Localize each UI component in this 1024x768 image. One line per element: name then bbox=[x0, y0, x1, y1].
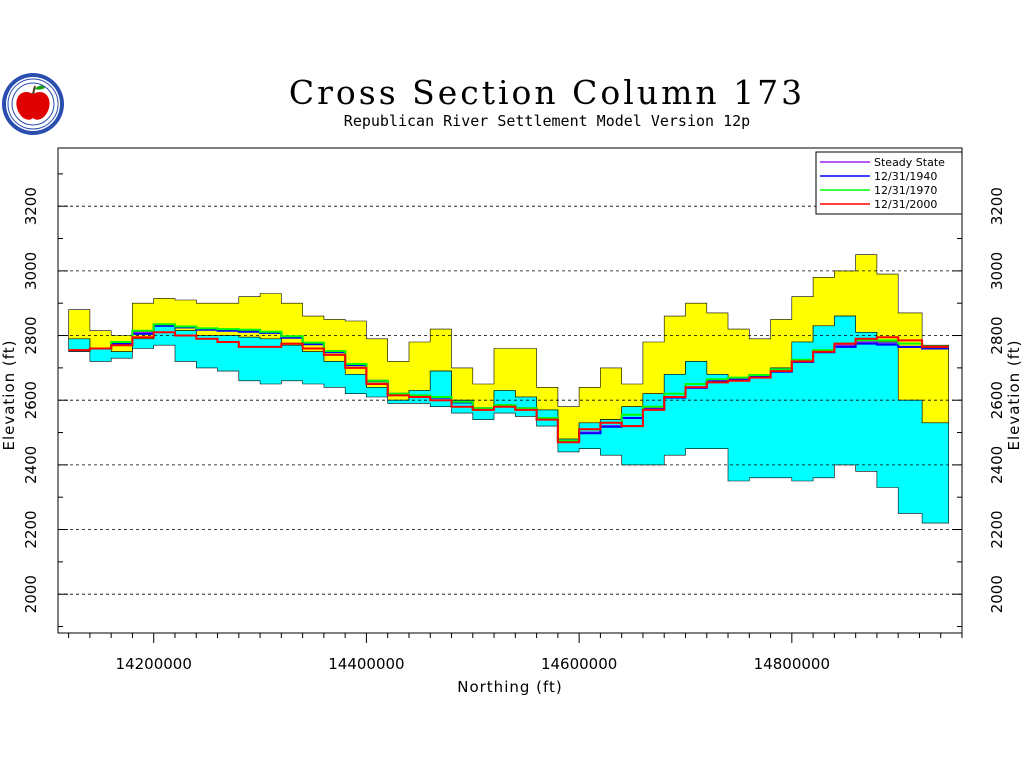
gridlines bbox=[58, 205, 962, 595]
series-lines bbox=[68, 323, 949, 444]
x-tick-label: 14800000 bbox=[754, 655, 830, 673]
y-tick-label-left: 2400 bbox=[22, 446, 40, 484]
y-tick-label-right: 2600 bbox=[988, 381, 1006, 419]
seal-logo-icon bbox=[2, 73, 64, 135]
y-tick-label-right: 2000 bbox=[988, 575, 1006, 613]
y-axis-label-left: Elevation (ft) bbox=[0, 339, 18, 450]
legend-label: 12/31/2000 bbox=[874, 198, 937, 211]
legend-label: Steady State bbox=[874, 156, 945, 169]
x-tick-label: 14600000 bbox=[541, 655, 617, 673]
series-line-2 bbox=[68, 323, 949, 442]
y-tick-label-left: 2600 bbox=[22, 381, 40, 419]
y-tick-label-right: 2200 bbox=[988, 510, 1006, 548]
y-tick-label-right: 2800 bbox=[988, 316, 1006, 354]
y-tick-label-right: 3200 bbox=[988, 187, 1006, 225]
y-tick-label-left: 3000 bbox=[22, 252, 40, 290]
plot-frame bbox=[57, 147, 963, 634]
legend-label: 12/31/1970 bbox=[874, 184, 937, 197]
chart-subtitle: Republican River Settlement Model Versio… bbox=[344, 112, 750, 130]
y-tick-label-left: 2800 bbox=[22, 316, 40, 354]
layer-areas bbox=[68, 254, 950, 524]
y-tick-label-left: 2000 bbox=[22, 575, 40, 613]
y-tick-label-right: 2400 bbox=[988, 446, 1006, 484]
x-axis-label: Northing (ft) bbox=[457, 678, 563, 696]
x-tick-label: 14200000 bbox=[116, 655, 192, 673]
axes: 2000 2000 2200 2200 2400 2400 2600 2600 2800 2800… bbox=[22, 173, 1006, 673]
legend-label: 12/31/1940 bbox=[874, 170, 937, 183]
y-tick-label-left: 2200 bbox=[22, 510, 40, 548]
legend: Steady State12/31/194012/31/197012/31/20… bbox=[815, 151, 963, 215]
y-tick-label-left: 3200 bbox=[22, 187, 40, 225]
aquifer-layer-area bbox=[68, 315, 950, 524]
series-line-3 bbox=[68, 331, 949, 444]
y-axis-label-right: Elevation (ft) bbox=[1005, 339, 1023, 450]
y-tick-label-right: 3000 bbox=[988, 252, 1006, 290]
chart-title: Cross Section Column 173 bbox=[289, 73, 805, 112]
x-tick-label: 14400000 bbox=[328, 655, 404, 673]
